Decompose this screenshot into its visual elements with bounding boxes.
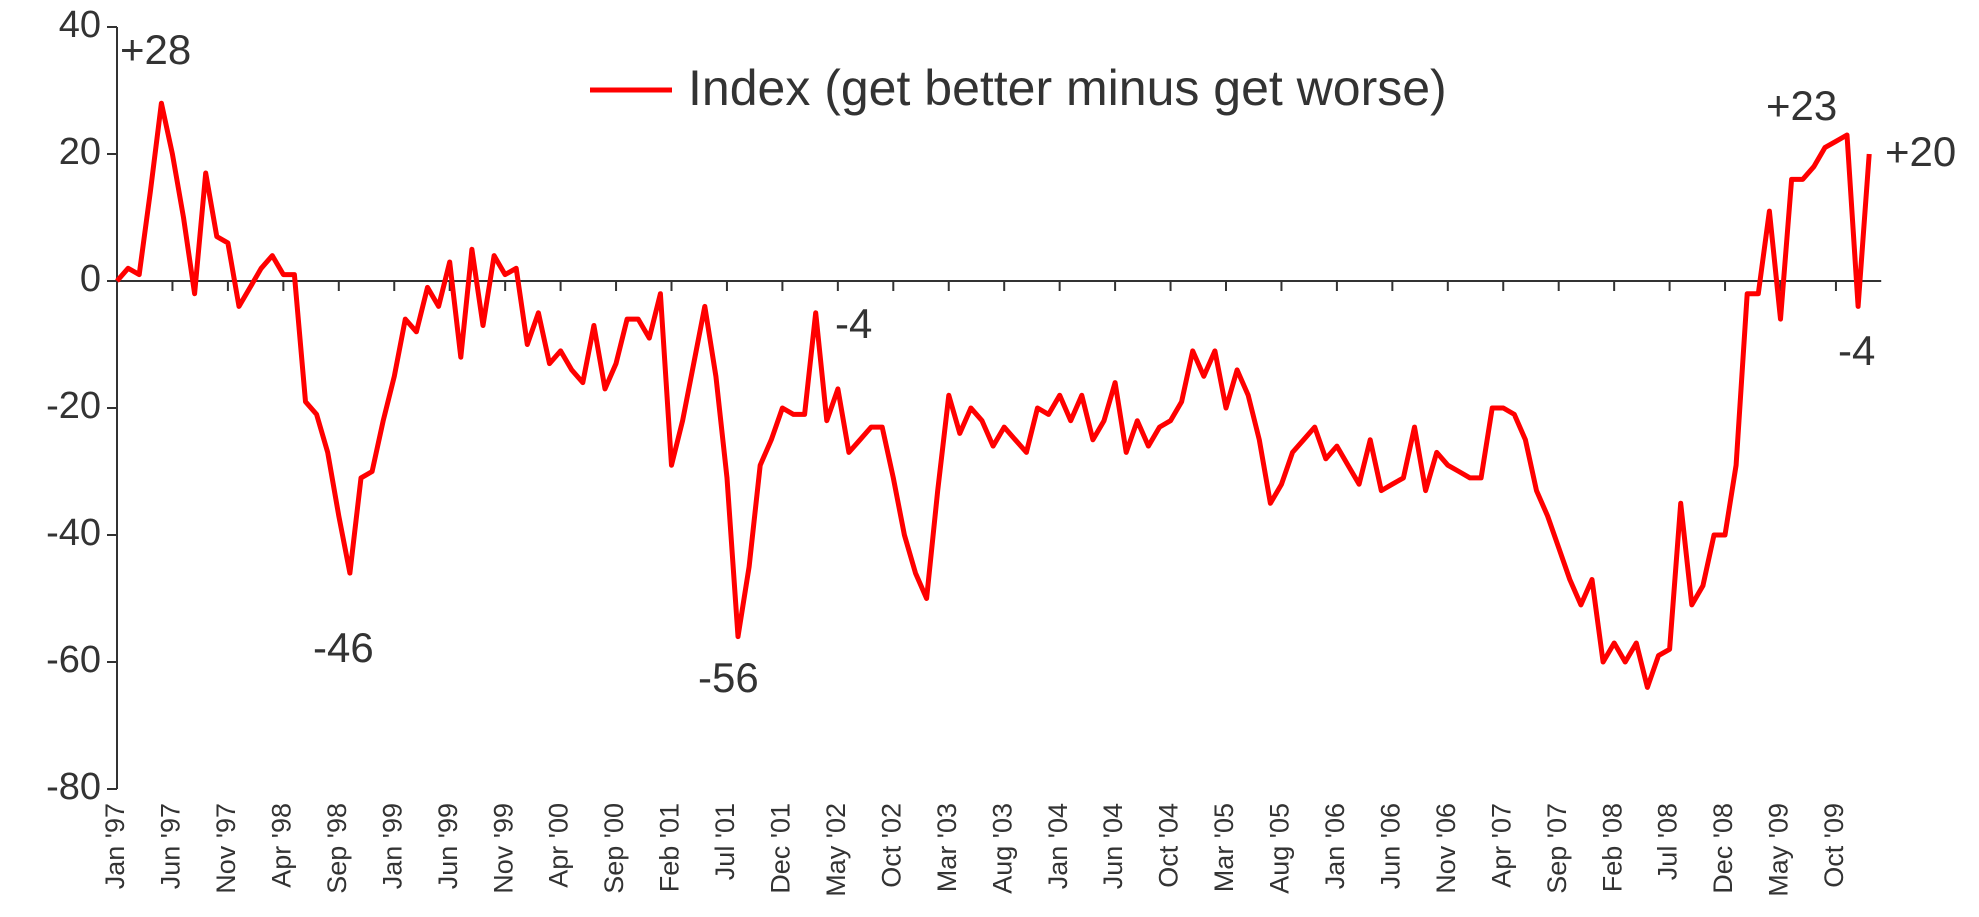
- x-tick-label: Apr '98: [266, 803, 296, 888]
- y-tick-label: 0: [80, 258, 101, 300]
- x-tick-label: Oct '04: [1154, 803, 1184, 888]
- x-tick-label: Dec '01: [766, 803, 796, 894]
- x-tick-label: Oct '09: [1819, 803, 1849, 888]
- data-line: [115, 100, 1872, 690]
- x-tick-label: Jan '99: [377, 803, 407, 889]
- x-tick-label: Aug '05: [1265, 803, 1295, 894]
- x-tick-label: Nov '06: [1431, 803, 1461, 894]
- annotation: +23: [1766, 82, 1837, 129]
- y-tick-label: -20: [46, 385, 101, 427]
- x-tick-label: Jan '97: [100, 803, 130, 889]
- annotation: +20: [1885, 128, 1956, 175]
- x-tick-label: Sep '98: [322, 803, 352, 894]
- x-tick-label: Nov '99: [488, 803, 518, 894]
- annotation: -4: [1838, 327, 1875, 374]
- x-tick-label: Jun '99: [433, 803, 463, 889]
- x-tick-label: Feb '01: [655, 803, 685, 892]
- x-tick-label: Sep '00: [599, 803, 629, 894]
- annotation: -46: [313, 624, 374, 671]
- x-tick-label: Apr '07: [1486, 803, 1516, 888]
- x-tick-label: May '02: [821, 803, 851, 897]
- x-tick-label: Jan '06: [1320, 803, 1350, 889]
- annotation: -4: [835, 300, 872, 347]
- x-tick-label: Feb '08: [1597, 803, 1627, 892]
- x-tick-label: Jun '97: [156, 803, 186, 889]
- x-tick-label: May '09: [1764, 803, 1794, 897]
- x-tick-label: Jul '01: [710, 803, 740, 880]
- x-tick-label: Oct '02: [876, 803, 906, 888]
- x-tick-label: Mar '05: [1209, 803, 1239, 892]
- x-tick-label: Mar '03: [932, 803, 962, 892]
- x-tick-label: Nov '97: [211, 803, 241, 894]
- x-tick-label: Aug '03: [987, 803, 1017, 894]
- y-tick-label: -60: [46, 639, 101, 681]
- legend-label: Index (get better minus get worse): [688, 60, 1447, 116]
- annotation: -56: [698, 654, 759, 701]
- x-tick-label: Jul '08: [1653, 803, 1683, 880]
- x-tick-label: Jun '04: [1098, 803, 1128, 889]
- y-tick-label: -80: [46, 766, 101, 808]
- x-tick-label: Apr '00: [544, 803, 574, 888]
- y-tick-label: 20: [59, 131, 101, 173]
- x-tick-label: Sep '07: [1542, 803, 1572, 894]
- x-tick-label: Dec '08: [1708, 803, 1738, 894]
- annotation: +28: [120, 26, 191, 73]
- x-tick-label: Jan '04: [1043, 803, 1073, 889]
- y-tick-label: -40: [46, 512, 101, 554]
- x-tick-label: Jun '06: [1375, 803, 1405, 889]
- y-tick-label: 40: [59, 4, 101, 46]
